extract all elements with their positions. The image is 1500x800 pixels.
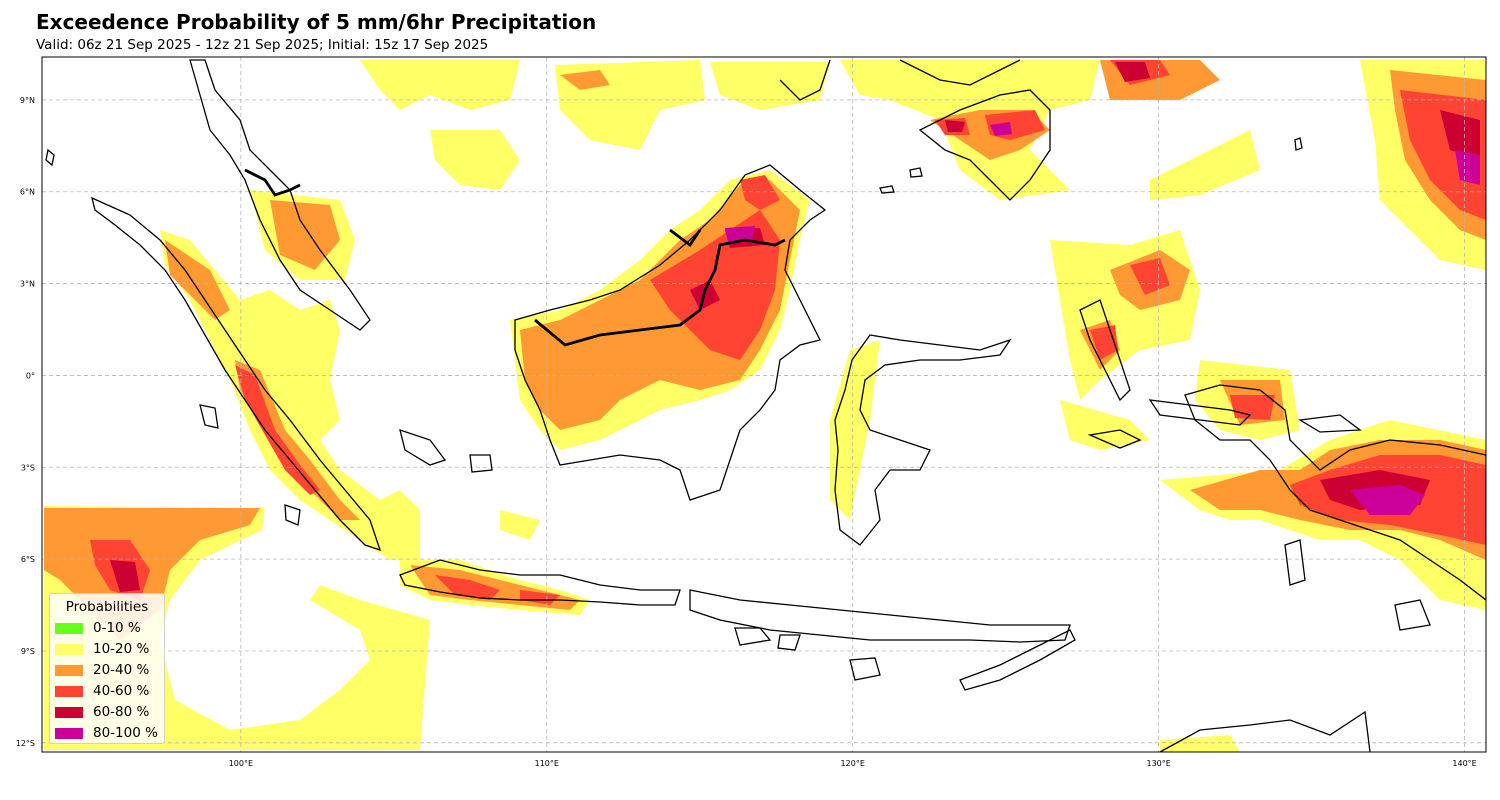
legend-swatch — [55, 728, 83, 739]
country-borders — [244, 168, 786, 347]
latitude-tick-label: 12°S — [16, 739, 35, 748]
latitude-tick-label: 3°N — [20, 280, 35, 289]
probability-field — [44, 60, 1486, 752]
longitude-tick-labels: 100°E 110°E 120°E 130°E 140°E — [229, 759, 1477, 768]
gridlines — [42, 57, 1486, 752]
longitude-tick-label: 120°E — [841, 759, 865, 768]
latitude-tick-label: 6°S — [21, 555, 35, 564]
map-title: Exceedence Probability of 5 mm/6hr Preci… — [36, 10, 597, 34]
legend-label: 60-80 % — [93, 704, 150, 720]
latitude-tick-label: 9°S — [21, 647, 35, 656]
longitude-tick-label: 140°E — [1452, 759, 1476, 768]
latitude-tick-label: 9°N — [20, 96, 35, 105]
longitude-tick-label: 110°E — [535, 759, 559, 768]
coastlines — [45, 59, 1486, 752]
prob-80-100-areas — [725, 122, 1480, 515]
legend-label: 0-10 % — [93, 620, 141, 636]
legend-swatch — [55, 707, 83, 718]
latitude-tick-label: 0° — [26, 371, 35, 380]
longitude-tick-label: 130°E — [1146, 759, 1170, 768]
legend-swatch — [55, 665, 83, 676]
legend-swatch — [55, 644, 83, 655]
map-frame — [41, 56, 1487, 753]
latitude-tick-label: 3°S — [21, 463, 35, 472]
legend-title: Probabilities — [65, 599, 149, 615]
legend-label: 80-100 % — [93, 725, 158, 741]
legend-swatch — [55, 686, 83, 697]
legend-label: 10-20 % — [93, 641, 150, 657]
legend-label: 20-40 % — [93, 662, 150, 678]
latitude-tick-labels: 9°N 6°N 3°N 0° 3°S 6°S 9°S 12°S — [16, 96, 35, 748]
latitude-tick-label: 6°N — [20, 188, 35, 197]
longitude-tick-label: 100°E — [229, 759, 253, 768]
map-subtitle: Valid: 06z 21 Sep 2025 - 12z 21 Sep 2025… — [36, 37, 489, 53]
legend-swatch — [55, 623, 83, 634]
legend: Probabilities 0-10 % 10-20 % 20-40 % 40-… — [49, 593, 165, 744]
legend-label: 40-60 % — [93, 683, 150, 699]
